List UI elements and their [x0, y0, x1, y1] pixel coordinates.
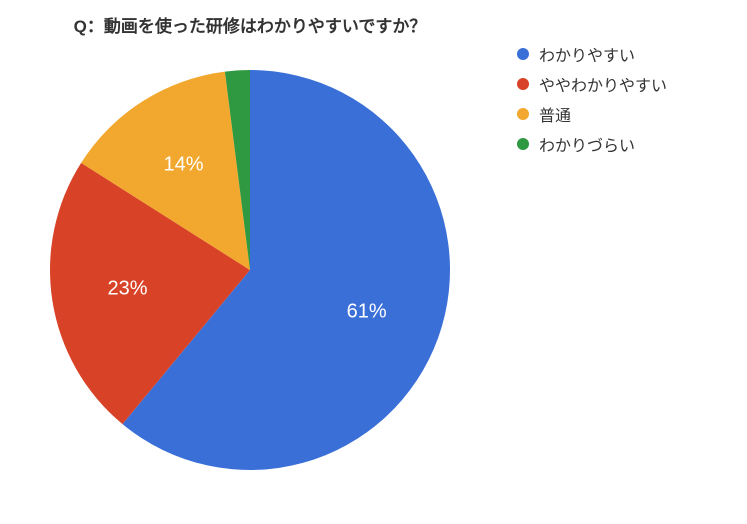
legend: わかりやすいややわかりやすい普通わかりづらい [517, 42, 717, 162]
slice-percent-label: 61% [347, 300, 387, 322]
slice-percent-label: 14% [164, 154, 204, 176]
chart-title: Q：動画を使った研修はわかりやすいですか？ [0, 12, 500, 37]
legend-label: わかりづらい [539, 132, 635, 156]
legend-label: ややわかりやすい [539, 72, 667, 96]
legend-label: わかりやすい [539, 42, 635, 66]
legend-item: ややわかりやすい [517, 72, 717, 96]
legend-swatch [517, 108, 529, 120]
legend-label: 普通 [539, 102, 571, 126]
legend-item: 普通 [517, 102, 717, 126]
legend-swatch [517, 48, 529, 60]
pie-chart: 61%23%14%2% [40, 60, 460, 480]
legend-item: わかりやすい [517, 42, 717, 66]
legend-item: わかりづらい [517, 132, 717, 156]
legend-swatch [517, 78, 529, 90]
slice-percent-label: 23% [108, 278, 148, 300]
legend-swatch [517, 138, 529, 150]
